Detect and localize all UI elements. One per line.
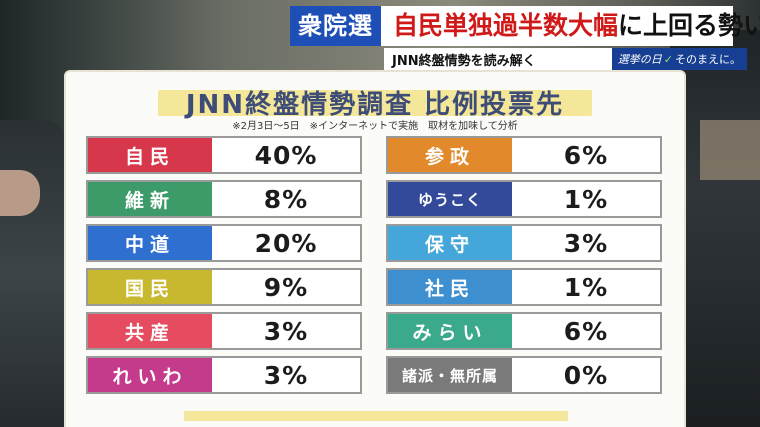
results-board: JNN終盤情勢調査 比例投票先 ※2月3日～5日 ※インターネットで実施 取材を… bbox=[66, 72, 684, 427]
sub-headline-bar: JNN終盤情勢を読み解く 選挙の日 ✓ そのまえに。 bbox=[384, 48, 747, 70]
party-name: ゆうこく bbox=[388, 182, 512, 216]
sub-headline-text: JNN終盤情勢を読み解く bbox=[392, 53, 536, 69]
party-percent: 20% bbox=[254, 228, 318, 258]
party-name: 国民 bbox=[88, 270, 212, 304]
background-hand bbox=[0, 170, 40, 216]
headline-text-red: 自民単独過半数大幅 bbox=[393, 11, 619, 40]
brand-text-b: そのまえに。 bbox=[675, 53, 741, 66]
party-percent: 40% bbox=[254, 140, 318, 170]
party-row: 共産 3% bbox=[86, 312, 362, 350]
party-row: 国民 9% bbox=[86, 268, 362, 306]
board-title: JNN終盤情勢調査 比例投票先 bbox=[185, 90, 565, 120]
party-name: みらい bbox=[388, 314, 512, 348]
party-percent: 9% bbox=[263, 272, 309, 302]
headline-badge: 衆院選 bbox=[290, 6, 381, 46]
party-name: 共産 bbox=[88, 314, 212, 348]
party-percent: 1% bbox=[563, 184, 609, 214]
headline-bar: 衆院選 自民単独過半数大幅に上回る勢い bbox=[290, 6, 760, 46]
party-percent: 3% bbox=[263, 360, 309, 390]
party-row: 維新 8% bbox=[86, 180, 362, 218]
party-name: れいわ bbox=[88, 358, 212, 392]
party-row: 保守 3% bbox=[386, 224, 662, 262]
program-brand: 選挙の日 ✓ そのまえに。 bbox=[611, 48, 747, 70]
headline-text: 自民単独過半数大幅に上回る勢い bbox=[381, 6, 760, 46]
background-person-right bbox=[670, 30, 760, 427]
party-percent: 6% bbox=[563, 316, 609, 346]
headline-text-rest: に上回る勢い bbox=[618, 11, 760, 40]
party-name: 自民 bbox=[88, 138, 212, 172]
party-percent: 3% bbox=[263, 316, 309, 346]
party-name: 保守 bbox=[388, 226, 512, 260]
party-name: 中道 bbox=[88, 226, 212, 260]
party-row: 参政 6% bbox=[386, 136, 662, 174]
board-bottom-band bbox=[184, 411, 568, 421]
party-row: 社民 1% bbox=[386, 268, 662, 306]
background-accent bbox=[700, 120, 760, 180]
brand-text-a: 選挙の日 bbox=[617, 53, 662, 66]
party-percent: 8% bbox=[263, 184, 309, 214]
background-person-left bbox=[0, 120, 70, 427]
party-percent: 6% bbox=[563, 140, 609, 170]
party-percent: 1% bbox=[563, 272, 609, 302]
party-row: 自民 40% bbox=[86, 136, 362, 174]
party-row: 諸派・無所属 0% bbox=[386, 356, 662, 394]
survey-note: ※2月3日～5日 ※インターネットで実施 取材を加味して分析 bbox=[232, 121, 518, 132]
party-row: ゆうこく 1% bbox=[386, 180, 662, 218]
party-name: 社民 bbox=[388, 270, 512, 304]
party-row: 中道 20% bbox=[86, 224, 362, 262]
party-name: 維新 bbox=[88, 182, 212, 216]
party-percent: 0% bbox=[563, 360, 609, 390]
party-name: 諸派・無所属 bbox=[388, 358, 512, 392]
party-percent: 3% bbox=[563, 228, 609, 258]
party-row: みらい 6% bbox=[386, 312, 662, 350]
checkmark-icon: ✓ bbox=[663, 52, 673, 66]
party-name: 参政 bbox=[388, 138, 512, 172]
party-row: れいわ 3% bbox=[86, 356, 362, 394]
title-highlight bbox=[158, 90, 592, 116]
